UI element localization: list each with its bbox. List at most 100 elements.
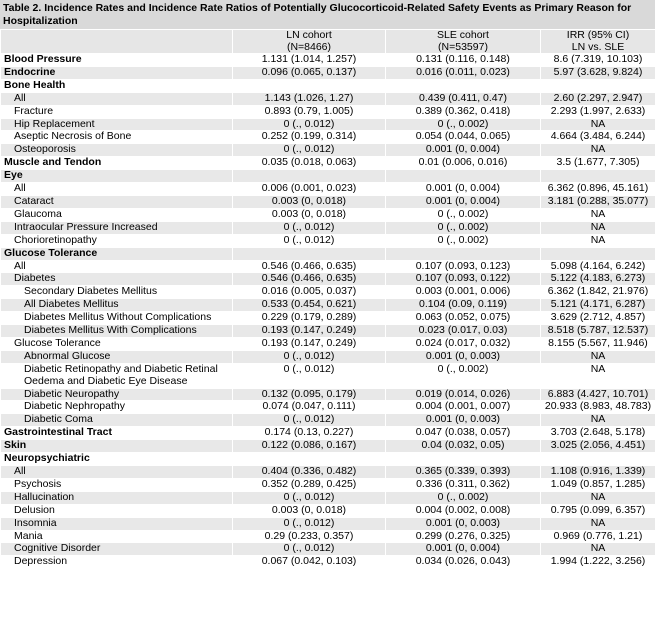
- table-title: Table 2. Incidence Rates and Incidence R…: [0, 0, 655, 29]
- table-row: Aseptic Necrosis of Bone 0.252 (0.199, 0.…: [0, 130, 655, 145]
- value-cell: 0.107 (0.093, 0.122): [385, 272, 541, 287]
- header-text: (N=53597): [438, 40, 488, 53]
- value-cell: 0.001 (0, 0.003): [385, 516, 541, 531]
- value-cell: 0.003 (0, 0.018): [232, 207, 386, 222]
- row-label: Blood Pressure: [0, 53, 233, 67]
- value-cell: 0.132 (0.095, 0.179): [232, 387, 386, 402]
- value-cell: 0.001 (0, 0.003): [385, 413, 541, 428]
- table-row: Hallucination 0 (., 0.012) 0 (., 0.002) NA: [0, 490, 655, 505]
- value-cell: 0.252 (0.199, 0.314): [232, 130, 386, 145]
- row-label: Cognitive Disorder: [0, 542, 233, 557]
- value-cell: 0.063 (0.052, 0.075): [385, 311, 541, 326]
- value-cell: 0.104 (0.09, 0.119): [385, 298, 541, 313]
- value-cell: [232, 169, 386, 184]
- section-row: Gastrointestinal Tract 0.174 (0.13, 0.227…: [0, 426, 655, 441]
- value-cell: 0.122 (0.086, 0.167): [232, 439, 386, 454]
- page: Table 2. Incidence Rates and Incidence R…: [0, 0, 655, 570]
- value-cell: 0.546 (0.466, 0.635): [232, 272, 386, 287]
- value-cell: 0 (., 0.012): [232, 143, 386, 158]
- value-cell: 0 (., 0.002): [385, 490, 541, 505]
- value-cell: [232, 452, 386, 466]
- row-label: Insomnia: [0, 516, 233, 531]
- header-text: SLE cohort: [437, 29, 489, 41]
- table-row: Intraocular Pressure Increased 0 (., 0.01…: [0, 220, 655, 235]
- value-cell: NA: [540, 516, 655, 531]
- table-row: Cognitive Disorder 0 (., 0.012) 0.001 (0, …: [0, 542, 655, 557]
- value-cell: 6.362 (1.842, 21.976): [540, 285, 655, 300]
- section-row: Bone Health: [0, 78, 655, 93]
- value-cell: 3.181 (0.288, 35.077): [540, 194, 655, 209]
- value-cell: 0.096 (0.065, 0.137): [232, 65, 386, 80]
- value-cell: 0.229 (0.179, 0.289): [232, 311, 386, 326]
- value-cell: 3.703 (2.648, 5.178): [540, 426, 655, 441]
- row-label: Mania: [0, 529, 233, 544]
- row-label: Chorioretinopathy: [0, 233, 233, 248]
- value-cell: 0 (., 0.002): [385, 220, 541, 235]
- value-cell: 0.193 (0.147, 0.249): [232, 324, 386, 338]
- table-row: Delusion 0.003 (0, 0.018) 0.004 (0.002, 0.…: [0, 503, 655, 518]
- row-label: Fracture: [0, 104, 233, 119]
- value-cell: 0.365 (0.339, 0.393): [385, 465, 541, 479]
- value-cell: [540, 246, 655, 261]
- table-row: Glucose Tolerance 0.193 (0.147, 0.249) 0.0…: [0, 336, 655, 351]
- value-cell: 0.29 (0.233, 0.357): [232, 529, 386, 544]
- value-cell: 0 (., 0.002): [385, 207, 541, 222]
- value-cell: 0.004 (0.002, 0.008): [385, 503, 541, 518]
- value-cell: NA: [540, 207, 655, 222]
- table-row: Mania 0.29 (0.233, 0.357) 0.299 (0.276, 0.…: [0, 529, 655, 544]
- table-row: All 0.546 (0.466, 0.635) 0.107 (0.093, 0.1…: [0, 259, 655, 274]
- value-cell: 1.049 (0.857, 1.285): [540, 477, 655, 492]
- row-label: Diabetic Nephropathy: [0, 400, 233, 415]
- value-cell: NA: [540, 413, 655, 428]
- table-row: All Diabetes Mellitus 0.533 (0.454, 0.621…: [0, 298, 655, 313]
- value-cell: 0.533 (0.454, 0.621): [232, 298, 386, 313]
- value-cell: 0.299 (0.276, 0.325): [385, 529, 541, 544]
- table-row: Chorioretinopathy 0 (., 0.012) 0 (., 0.002…: [0, 233, 655, 248]
- header-cell: LN cohort (N=8466): [232, 29, 386, 54]
- value-cell: 20.933 (8.983, 48.783): [540, 400, 655, 415]
- value-cell: 0.001 (0, 0.004): [385, 143, 541, 158]
- value-cell: 0.193 (0.147, 0.249): [232, 336, 386, 351]
- value-cell: 0 (., 0.012): [232, 220, 386, 235]
- value-cell: [232, 246, 386, 261]
- table-row: Depression 0.067 (0.042, 0.103) 0.034 (0.0…: [0, 555, 655, 570]
- value-cell: 0.003 (0.001, 0.006): [385, 285, 541, 300]
- value-cell: 1.108 (0.916, 1.339): [540, 465, 655, 479]
- row-label: Cataract: [0, 194, 233, 209]
- row-label: Diabetes Mellitus With Complications: [0, 324, 233, 338]
- value-cell: [385, 246, 541, 261]
- row-label: Intraocular Pressure Increased: [0, 220, 233, 235]
- table-row: Diabetes Mellitus Without Complications 0…: [0, 311, 655, 326]
- row-label: Diabetic Neuropathy: [0, 387, 233, 402]
- value-cell: 0.404 (0.336, 0.482): [232, 465, 386, 479]
- row-label: All Diabetes Mellitus: [0, 298, 233, 313]
- value-cell: 0.004 (0.001, 0.007): [385, 400, 541, 415]
- table-row: Secondary Diabetes Mellitus 0.016 (0.005,…: [0, 285, 655, 300]
- row-label: All: [0, 259, 233, 274]
- value-cell: [540, 452, 655, 466]
- header-row: LN cohort (N=8466) SLE cohort (N=53597) IR…: [0, 29, 655, 54]
- value-cell: 0 (., 0.012): [232, 362, 386, 389]
- value-cell: 3.629 (2.712, 4.857): [540, 311, 655, 326]
- row-label: Glaucoma: [0, 207, 233, 222]
- value-cell: 0 (., 0.012): [232, 233, 386, 248]
- table-row: Diabetic Neuropathy 0.132 (0.095, 0.179) 0…: [0, 387, 655, 402]
- value-cell: 0 (., 0.012): [232, 349, 386, 364]
- value-cell: 8.6 (7.319, 10.103): [540, 53, 655, 67]
- value-cell: 0.439 (0.411, 0.47): [385, 91, 541, 106]
- row-label: Neuropsychiatric: [0, 452, 233, 466]
- value-cell: 0.01 (0.006, 0.016): [385, 156, 541, 171]
- row-label: Diabetic Retinopathy and Diabetic Retina…: [0, 362, 233, 389]
- value-cell: [540, 78, 655, 93]
- value-cell: 4.664 (3.484, 6.244): [540, 130, 655, 145]
- header-text: LN cohort: [286, 29, 332, 41]
- row-label: Hallucination: [0, 490, 233, 505]
- value-cell: 1.131 (1.014, 1.257): [232, 53, 386, 67]
- value-cell: [385, 78, 541, 93]
- value-cell: 0.003 (0, 0.018): [232, 503, 386, 518]
- value-cell: 6.883 (4.427, 10.701): [540, 387, 655, 402]
- header-text: LN vs. SLE: [571, 40, 625, 53]
- table-row: Diabetic Nephropathy 0.074 (0.047, 0.111)…: [0, 400, 655, 415]
- table-row: All 0.404 (0.336, 0.482) 0.365 (0.339, 0.3…: [0, 465, 655, 479]
- row-label: Psychosis: [0, 477, 233, 492]
